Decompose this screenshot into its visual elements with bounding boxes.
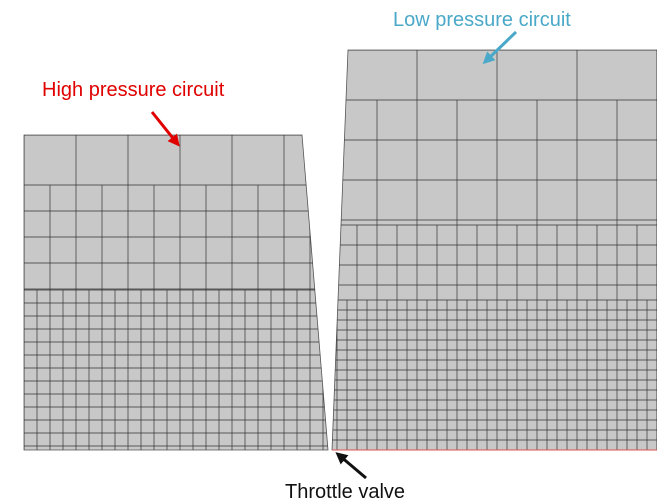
label-valve: Throttle valve	[285, 481, 405, 503]
label-low: Low pressure circuit	[393, 9, 571, 31]
mesh-lines	[332, 50, 657, 450]
arrow	[335, 452, 367, 480]
arrow	[150, 111, 180, 147]
arrow	[482, 30, 518, 65]
label-high: High pressure circuit	[42, 79, 225, 101]
high-pressure-mesh	[23, 134, 329, 451]
mesh-lines	[24, 135, 328, 450]
